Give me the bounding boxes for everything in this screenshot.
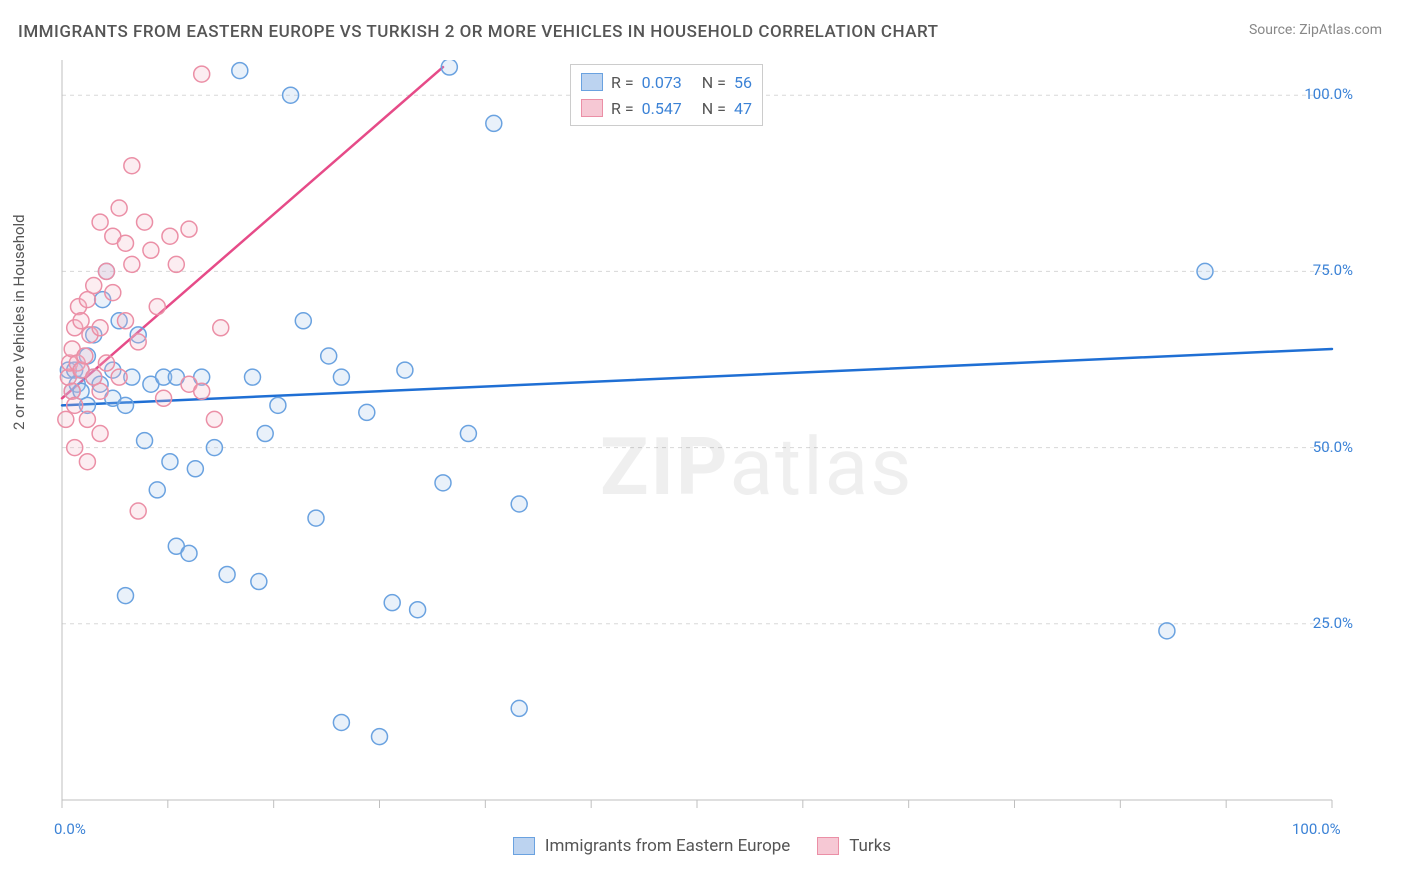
correlation-legend: R = 0.073 N = 56 R = 0.547 N = 47 (570, 64, 763, 126)
source-label: Source: (1249, 22, 1299, 38)
source-value: ZipAtlas.com (1299, 22, 1382, 38)
legend-row: R = 0.073 N = 56 (581, 69, 752, 95)
chart-title: IMMIGRANTS FROM EASTERN EUROPE VS TURKIS… (18, 22, 938, 42)
legend-r-value: 0.073 (642, 73, 682, 92)
legend-r-label: R = (611, 99, 634, 118)
y-tick-label: 75.0% (1313, 261, 1353, 279)
legend-n-value: 56 (734, 73, 752, 92)
y-tick-label: 50.0% (1313, 438, 1353, 456)
chart-area: 25.0%50.0%75.0%100.0%0.0%100.0% (48, 60, 1348, 820)
source-attribution: Source: ZipAtlas.com (1249, 22, 1382, 38)
legend-series-label: Turks (849, 836, 891, 856)
legend-n-label: N = (702, 73, 726, 92)
legend-r-value: 0.547 (642, 99, 682, 118)
chart-svg (48, 60, 1348, 820)
y-axis-label: 2 or more Vehicles in Household (10, 214, 28, 430)
legend-swatch (581, 73, 603, 91)
legend-n-value: 47 (734, 99, 752, 118)
legend-n-label: N = (702, 99, 726, 118)
legend-swatch (513, 837, 535, 855)
y-tick-label: 100.0% (1304, 85, 1353, 103)
y-tick-label: 25.0% (1313, 614, 1353, 632)
legend-row: R = 0.547 N = 47 (581, 95, 752, 121)
legend-series-label: Immigrants from Eastern Europe (545, 836, 790, 856)
legend-swatch (817, 837, 839, 855)
series-legend: Immigrants from Eastern Europe Turks (0, 835, 1406, 856)
legend-r-label: R = (611, 73, 634, 92)
legend-swatch (581, 99, 603, 117)
